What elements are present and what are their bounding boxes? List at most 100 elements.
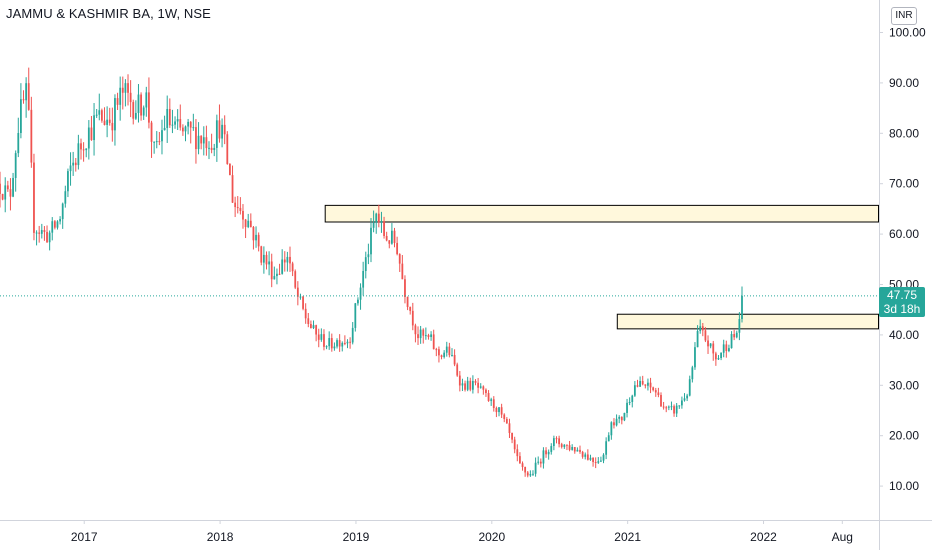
candle-body [20,99,22,134]
candle-body [166,108,169,128]
candle-body [221,124,223,139]
candle-body [701,326,704,331]
candle-body [733,334,736,338]
zone-rectangle[interactable] [324,204,880,223]
candle-body [613,422,615,426]
candle-body [741,295,743,320]
candle-body [401,263,404,280]
candle-body [234,202,237,208]
candle-body [307,318,310,325]
candle-body [500,407,503,415]
candle-body [419,329,422,339]
candle-body [119,87,122,105]
candle-body [411,310,414,326]
candle-body [519,456,521,464]
candle-body [80,143,82,150]
candle-body [404,279,406,297]
candle-body [56,221,59,228]
candle-body [134,112,137,119]
candle-body [485,389,487,394]
x-axis[interactable]: 2017 2018 2019 2020 2021 2022 Aug [71,520,853,544]
candle-body [268,261,271,265]
candle-body [310,324,312,329]
candle-body [127,83,129,93]
candle-body [623,412,626,421]
candle-body [652,387,655,391]
candle-body [176,119,179,122]
bar-countdown: 3d 18h [883,302,921,316]
candle-body [464,383,466,390]
candle-body [236,207,239,209]
candle-body [524,466,527,473]
candle-body [576,449,579,452]
candle-body [610,422,613,436]
candle-body [22,99,25,101]
candle-body [48,232,51,243]
candle-body [364,257,367,272]
candle-body [260,246,263,263]
candle-body [27,83,30,110]
candle-body [511,433,513,440]
candle-body [482,386,485,390]
candle-body [294,271,297,288]
last-price-value: 47.75 [886,288,918,302]
candle-body [205,137,208,149]
candle-body [17,133,20,154]
candle-body [547,451,550,455]
candle-body [513,439,516,450]
candle-body [660,394,662,407]
candle-body [738,319,741,333]
candle-body [82,149,85,151]
candle-body [647,382,649,386]
zone-group[interactable] [324,204,880,330]
y-axis[interactable]: 100.0090.0080.0070.0060.0050.0040.0030.0… [879,26,926,494]
candle-body [40,230,43,234]
candle-body [521,463,524,467]
candle-body [532,473,534,475]
x-tick-label: 2020 [478,530,505,544]
candle-body [53,221,56,228]
candle-body [560,444,563,447]
candle-body [184,126,187,132]
candle-body [276,273,278,277]
candle-body [717,358,720,360]
candle-body [197,135,200,150]
candle-body [631,395,634,402]
candle-body [210,147,213,151]
candle-body [43,230,46,232]
candle-body [59,219,61,222]
candle-body [208,147,210,149]
candle-body [148,92,150,123]
candle-body [153,141,156,143]
candle-body [375,213,378,223]
candle-body [469,380,472,390]
candle-body [443,352,446,358]
candle-body [571,447,574,450]
candle-body [85,148,88,151]
candle-body [704,330,707,341]
candle-body [600,460,602,462]
candle-body [409,306,412,311]
candle-body [187,121,190,127]
candle-body [100,110,103,121]
candle-body [223,124,226,135]
candle-body [74,162,77,166]
candle-body [281,259,284,274]
candle-body [265,254,268,265]
candle-body [615,418,618,426]
candle-body [129,92,132,103]
candle-body [226,134,229,165]
candle-body [477,382,480,388]
candle-body [427,335,430,338]
candle-body [503,414,506,419]
currency-button[interactable]: INR [891,7,917,25]
candle-body [255,234,257,241]
candle-body [247,220,250,228]
candle-body [649,382,652,388]
candle-body [69,165,72,172]
candle-body [323,334,325,347]
candle-body [333,346,336,349]
candle-body [458,375,461,386]
zone-rectangle[interactable] [616,313,879,330]
